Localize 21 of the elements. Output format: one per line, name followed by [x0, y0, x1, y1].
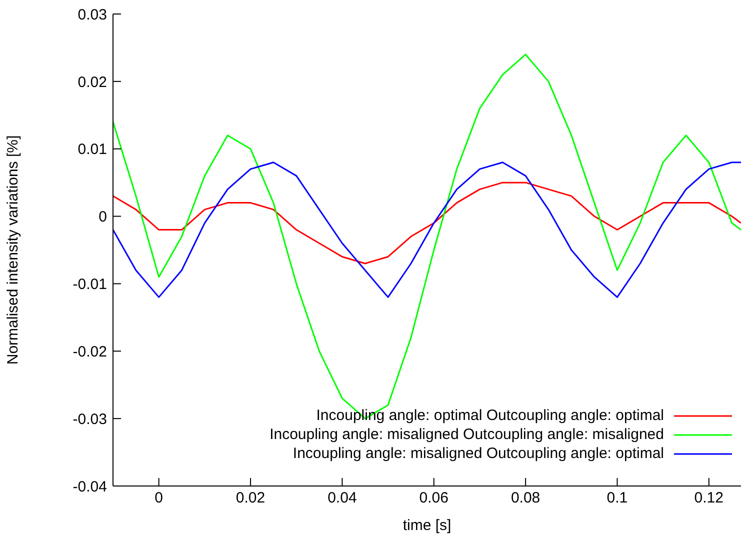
x-tick-label: 0.02 [236, 490, 266, 507]
y-tick-label: -0.02 [72, 343, 107, 360]
y-tick-label: 0.03 [78, 6, 107, 24]
y-axis-title: Normalised intensity variations [%] [4, 135, 22, 365]
y-tick-label: 0.02 [78, 74, 107, 91]
x-tick-label: 0.08 [510, 490, 540, 507]
y-tick-label: -0.03 [72, 410, 107, 428]
x-tick-label: 0.1 [606, 490, 628, 507]
y-tick-label: 0 [98, 208, 107, 226]
legend-label: Incoupling angle: misaligned Outcoupling angle: misaligned [270, 426, 664, 443]
x-tick-label: 0.12 [694, 490, 724, 507]
x-tick-label: 0.04 [328, 490, 357, 507]
line-series [113, 162, 741, 298]
x-axis-title: time [s] [402, 517, 452, 534]
y-tick-label: 0.01 [78, 141, 107, 158]
x-tick-label: 0.06 [419, 490, 448, 507]
legend-label: Incoupling angle: misaligned Outcoupling angle: optimal [292, 445, 664, 462]
y-tick-label: -0.04 [72, 478, 107, 496]
x-tick-label: 0 [154, 490, 164, 507]
line-series [113, 182, 741, 264]
y-tick-label: -0.01 [72, 276, 107, 294]
